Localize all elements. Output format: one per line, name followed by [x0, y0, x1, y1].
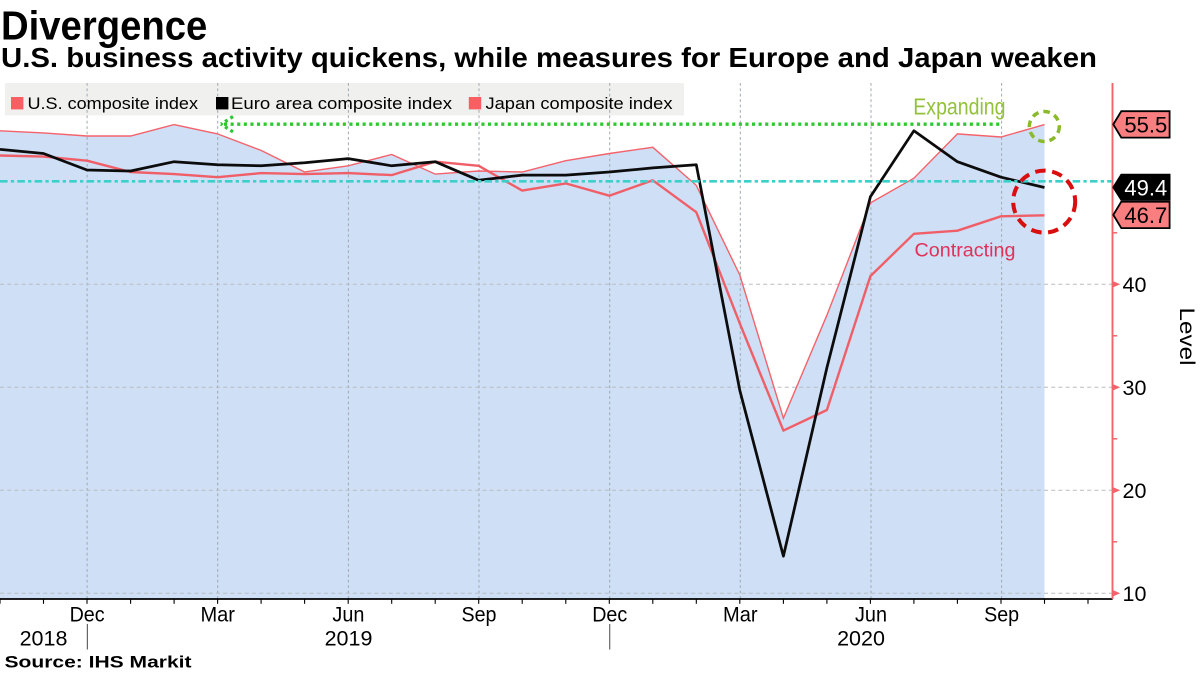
svg-text:2019: 2019 [325, 626, 373, 650]
svg-text:Level: Level [1175, 308, 1199, 366]
svg-text:40: 40 [1123, 273, 1147, 297]
svg-text:Divergence: Divergence [1, 2, 207, 48]
svg-text:2020: 2020 [837, 626, 885, 650]
svg-text:Mar: Mar [723, 602, 758, 626]
svg-text:46.7: 46.7 [1124, 203, 1167, 228]
svg-text:Contracting: Contracting [915, 240, 1016, 262]
svg-text:Expanding: Expanding [913, 94, 1005, 120]
svg-text:Source: IHS Markit: Source: IHS Markit [5, 653, 192, 672]
svg-text:Japan composite index: Japan composite index [486, 94, 674, 113]
svg-text:Euro area composite index: Euro area composite index [231, 94, 453, 113]
svg-text:49.4: 49.4 [1124, 176, 1167, 201]
svg-text:Sep: Sep [462, 602, 497, 626]
svg-text:Sep: Sep [984, 602, 1019, 626]
svg-text:Mar: Mar [200, 602, 235, 626]
svg-text:Jun: Jun [855, 602, 887, 626]
svg-text:Dec: Dec [70, 602, 105, 626]
svg-text:30: 30 [1123, 376, 1147, 400]
svg-text:Dec: Dec [592, 602, 627, 626]
svg-text:U.S. business activity quicken: U.S. business activity quickens, while m… [1, 42, 1097, 73]
svg-text:2018: 2018 [20, 626, 68, 650]
svg-text:20: 20 [1123, 479, 1147, 503]
svg-text:Jun: Jun [332, 602, 364, 626]
svg-text:U.S. composite index: U.S. composite index [28, 94, 199, 113]
svg-text:10: 10 [1123, 582, 1147, 606]
svg-text:55.5: 55.5 [1124, 113, 1167, 138]
